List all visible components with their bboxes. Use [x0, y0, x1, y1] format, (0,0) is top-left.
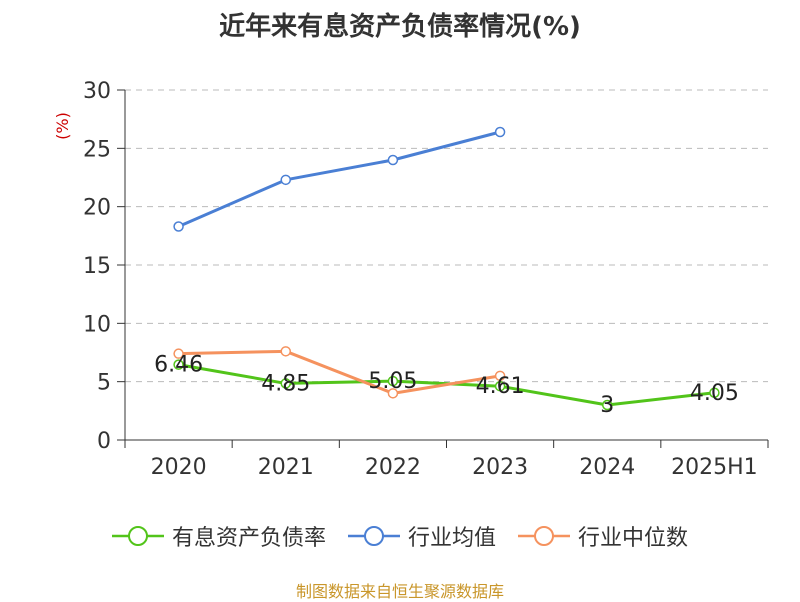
series-line: [178, 349, 501, 395]
x-tick-label: 2025H1: [671, 455, 758, 480]
data-label: 4.85: [261, 371, 310, 396]
data-point: [494, 370, 506, 382]
axes: 0 5 10 15 20 25 30 2020 2021 2022 2023 2024 2025H1: [83, 79, 769, 480]
data-point: [280, 378, 291, 389]
legend-marker-icon: [111, 526, 164, 546]
data-point: [387, 375, 399, 387]
data-labels: 6.46 4.85 5.05 4.61 3 4.05: [154, 353, 739, 418]
chart-title: 近年来有息资产负债率情况(%): [219, 12, 581, 42]
data-point: [387, 154, 399, 166]
x-tick-label: 2021: [258, 455, 314, 480]
data-label: 3: [600, 393, 614, 418]
data-label: 5.05: [368, 369, 417, 394]
legend-marker-icon: [347, 526, 400, 546]
grid-lines: [125, 89, 768, 383]
legend-item[interactable]: 有息资产负债率: [111, 520, 326, 552]
x-tick-label: 2022: [365, 455, 421, 480]
data-point: [494, 126, 506, 138]
series: [173, 126, 720, 411]
x-tick-label: 2020: [151, 455, 207, 480]
y-tick-label: 5: [97, 371, 111, 396]
data-label: 4.61: [476, 374, 525, 399]
data-point: [494, 380, 506, 392]
data-point: [173, 348, 184, 359]
y-tick-label: 30: [83, 79, 111, 104]
data-point: [173, 359, 184, 370]
legend-item[interactable]: 行业中位数: [518, 520, 688, 552]
y-tick-label: 20: [83, 196, 111, 221]
x-tick-label: 2023: [472, 455, 528, 480]
y-tick-label: 10: [83, 312, 111, 337]
series-line: [177, 130, 501, 228]
legend-label: 行业中位数: [578, 526, 689, 551]
data-point: [602, 399, 613, 411]
legend-label: 行业均值: [407, 526, 496, 551]
data-label: 4.05: [690, 381, 739, 406]
legend: 有息资产负债率 行业均值 行业中位数: [0, 520, 800, 552]
legend-item[interactable]: 行业均值: [347, 520, 496, 552]
y-tick-label: 0: [97, 429, 111, 454]
data-point: [173, 221, 184, 232]
y-tick-label: 25: [83, 137, 111, 162]
data-point: [280, 174, 291, 186]
legend-marker-icon: [518, 526, 570, 546]
data-point: [280, 346, 291, 357]
legend-label: 有息资产负债率: [171, 526, 326, 551]
data-label: 6.46: [154, 353, 203, 378]
data-point: [709, 387, 720, 398]
y-tick-label: 15: [83, 254, 111, 279]
data-point: [387, 388, 399, 399]
y-axis-label: (%): [53, 112, 72, 140]
source-note: 制图数据来自恒生聚源数据库: [295, 582, 504, 601]
x-tick-label: 2024: [579, 455, 635, 480]
